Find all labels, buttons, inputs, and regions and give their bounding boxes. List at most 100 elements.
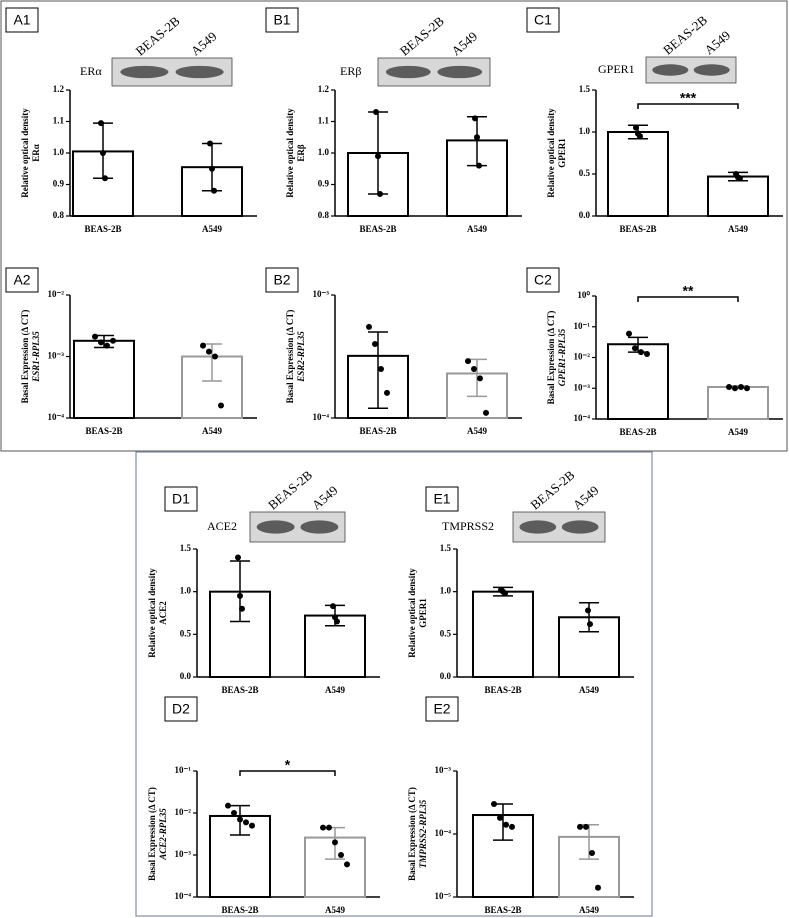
- y-axis-label-2: ESR1-RPL35: [31, 331, 41, 383]
- data-point: [243, 819, 249, 826]
- x-tick-label: A549: [202, 224, 222, 234]
- data-point: [583, 823, 589, 830]
- data-point: [637, 133, 643, 140]
- panel-label: E2: [433, 701, 450, 717]
- y-axis-label: Relative optical density: [147, 568, 157, 658]
- data-point: [326, 824, 332, 831]
- y-tick-label: 1.1: [53, 116, 65, 126]
- x-tick-label: BEAS-2B: [84, 224, 121, 234]
- data-point: [231, 810, 237, 816]
- data-point: [366, 323, 372, 330]
- y-axis-label: Basal Expression (Δ CT): [407, 787, 417, 881]
- panel-label: E1: [433, 491, 450, 507]
- panel-label-box: [526, 7, 560, 33]
- panel-label-box: [164, 696, 198, 722]
- bar: [707, 175, 769, 218]
- x-tick-label: BEAS-2B: [619, 224, 656, 234]
- y-tick-label: 0.0: [440, 671, 452, 681]
- data-point: [372, 340, 378, 347]
- data-point: [373, 109, 379, 116]
- top-frame: [0, 0, 788, 452]
- data-point: [102, 175, 108, 182]
- y-tick-label: 0.5: [440, 628, 452, 638]
- y-axis-label-2: GPER1: [557, 138, 567, 168]
- data-point: [744, 385, 750, 392]
- y-tick-label: 10⁻²: [175, 807, 192, 817]
- y-axis-label: Basal Expression (Δ CT): [20, 310, 30, 404]
- y-tick-label: 1.5: [180, 543, 192, 553]
- y-tick-label: 1.2: [318, 84, 330, 94]
- x-tick-label: A549: [579, 905, 599, 915]
- panel-label: B1: [273, 12, 290, 28]
- data-point: [474, 134, 480, 141]
- blot-protein-label: ERα: [80, 64, 102, 78]
- data-point: [211, 187, 217, 194]
- y-tick-label: 10⁻²: [574, 352, 591, 362]
- data-point: [476, 162, 482, 169]
- y-tick-label: 1.0: [579, 126, 591, 136]
- data-point: [589, 849, 595, 856]
- panel-label-box: [5, 7, 39, 33]
- blot-band: [300, 520, 339, 534]
- bar: [607, 343, 669, 420]
- significance-bracket: [637, 103, 739, 109]
- blot-band: [385, 65, 431, 79]
- panel-label: D2: [172, 701, 190, 717]
- blot-lane-label: BEAS-2B: [265, 467, 315, 513]
- x-tick-label: A549: [579, 685, 599, 695]
- data-point: [732, 385, 738, 392]
- panel-label-box: [5, 267, 39, 293]
- panel-label: B2: [273, 272, 290, 288]
- blot-band: [175, 65, 224, 79]
- blot-lane-label: A549: [448, 29, 480, 59]
- y-tick-label: 10⁻⁴: [574, 413, 591, 423]
- data-point: [638, 349, 644, 356]
- data-point: [100, 150, 106, 156]
- y-axis-label-2: ACE2-RPL35: [158, 808, 168, 861]
- y-tick-label: 10⁻¹: [175, 765, 192, 775]
- y-tick-label: 1.5: [579, 84, 591, 94]
- y-axis-label: Basal Expression (Δ CT): [285, 310, 295, 404]
- data-point: [632, 345, 638, 352]
- blot-band: [561, 520, 599, 534]
- y-axis-label-2: TMPRSS2-RPL35: [418, 799, 428, 868]
- panel-label-box: [425, 696, 459, 722]
- y-tick-label: 1.0: [440, 586, 452, 596]
- y-axis-label: Relative optical density: [285, 108, 295, 198]
- y-axis-label-2: ESR2-RPL35: [296, 331, 306, 383]
- y-tick-label: 10⁻³: [48, 351, 65, 361]
- data-point: [585, 607, 591, 614]
- data-point: [502, 590, 508, 597]
- data-point: [92, 333, 98, 340]
- y-tick-label: 10⁻¹: [574, 321, 591, 331]
- data-point: [212, 353, 218, 360]
- data-point: [738, 383, 744, 390]
- x-tick-label: BEAS-2B: [221, 905, 258, 915]
- x-tick-label: BEAS-2B: [85, 426, 122, 436]
- data-point: [209, 165, 215, 172]
- blot-protein-label: ERβ: [340, 64, 361, 78]
- x-tick-label: A549: [325, 685, 345, 695]
- data-point: [509, 823, 515, 830]
- data-point: [320, 824, 326, 831]
- y-tick-label: 1.1: [318, 116, 330, 126]
- y-axis-label-2: GPER1-RPL35: [557, 328, 567, 386]
- bar: [472, 590, 534, 679]
- x-tick-label: A549: [467, 224, 487, 234]
- y-tick-label: 0.8: [53, 210, 65, 220]
- y-tick-label: 10⁻³: [175, 849, 192, 859]
- x-tick-label: A549: [728, 224, 748, 234]
- y-tick-label: 1.2: [53, 84, 65, 94]
- y-tick-label: 1.0: [53, 147, 65, 157]
- x-tick-label: A549: [325, 905, 345, 915]
- data-point: [497, 814, 503, 821]
- x-tick-label: A549: [467, 426, 487, 436]
- blot-band: [120, 65, 169, 79]
- data-point: [375, 153, 381, 160]
- data-point: [330, 603, 336, 610]
- data-point: [491, 800, 497, 807]
- bottom-frame: [135, 451, 653, 917]
- blot-lane-label: BEAS-2B: [660, 12, 710, 58]
- significance-label: *: [285, 757, 291, 773]
- blot-lane-label: A549: [701, 28, 733, 58]
